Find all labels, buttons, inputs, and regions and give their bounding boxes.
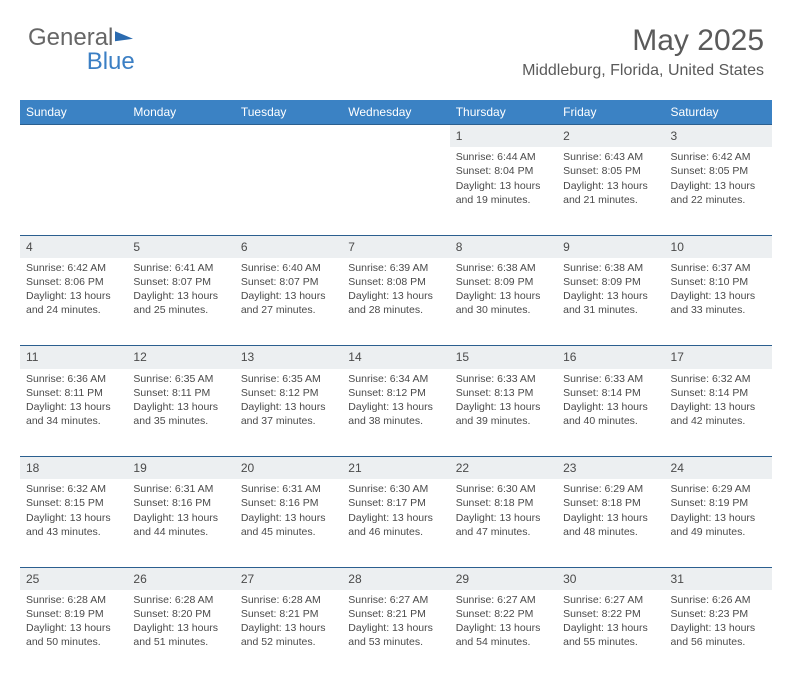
day-number-cell: 15 bbox=[450, 346, 557, 369]
daynum-row: 45678910 bbox=[20, 235, 772, 258]
day-detail-cell bbox=[342, 147, 449, 235]
day-detail-cell: Sunrise: 6:35 AMSunset: 8:12 PMDaylight:… bbox=[235, 369, 342, 457]
day-number-cell: 10 bbox=[665, 235, 772, 258]
day-detail-cell: Sunrise: 6:28 AMSunset: 8:19 PMDaylight:… bbox=[20, 590, 127, 678]
detail-row: Sunrise: 6:42 AMSunset: 8:06 PMDaylight:… bbox=[20, 258, 772, 346]
location: Middleburg, Florida, United States bbox=[522, 62, 764, 80]
day-number-cell: 5 bbox=[127, 235, 234, 258]
day-detail-cell: Sunrise: 6:27 AMSunset: 8:21 PMDaylight:… bbox=[342, 590, 449, 678]
day-detail-cell: Sunrise: 6:43 AMSunset: 8:05 PMDaylight:… bbox=[557, 147, 664, 235]
day-number-cell: 17 bbox=[665, 346, 772, 369]
logo-text-2: Blue bbox=[87, 48, 135, 76]
day-number-cell: 14 bbox=[342, 346, 449, 369]
day-detail-cell: Sunrise: 6:35 AMSunset: 8:11 PMDaylight:… bbox=[127, 369, 234, 457]
day-number-cell: 4 bbox=[20, 235, 127, 258]
day-detail-cell: Sunrise: 6:40 AMSunset: 8:07 PMDaylight:… bbox=[235, 258, 342, 346]
day-number-cell bbox=[20, 125, 127, 148]
daynum-row: 123 bbox=[20, 125, 772, 148]
day-number-cell: 16 bbox=[557, 346, 664, 369]
day-number-cell bbox=[235, 125, 342, 148]
logo-line2: Gene Blue bbox=[28, 48, 135, 76]
weekday-header: Monday bbox=[127, 100, 234, 125]
day-detail-cell: Sunrise: 6:30 AMSunset: 8:17 PMDaylight:… bbox=[342, 479, 449, 567]
day-number-cell: 25 bbox=[20, 567, 127, 590]
calendar-table: Sunday Monday Tuesday Wednesday Thursday… bbox=[20, 100, 772, 678]
day-number-cell: 12 bbox=[127, 346, 234, 369]
day-detail-cell: Sunrise: 6:39 AMSunset: 8:08 PMDaylight:… bbox=[342, 258, 449, 346]
day-detail-cell: Sunrise: 6:32 AMSunset: 8:14 PMDaylight:… bbox=[665, 369, 772, 457]
day-number-cell: 13 bbox=[235, 346, 342, 369]
day-number-cell: 19 bbox=[127, 457, 234, 480]
day-detail-cell: Sunrise: 6:38 AMSunset: 8:09 PMDaylight:… bbox=[557, 258, 664, 346]
logo-triangle-icon bbox=[115, 29, 133, 42]
day-detail-cell: Sunrise: 6:42 AMSunset: 8:06 PMDaylight:… bbox=[20, 258, 127, 346]
detail-row: Sunrise: 6:28 AMSunset: 8:19 PMDaylight:… bbox=[20, 590, 772, 678]
day-detail-cell: Sunrise: 6:27 AMSunset: 8:22 PMDaylight:… bbox=[557, 590, 664, 678]
month-title: May 2025 bbox=[522, 24, 764, 58]
day-detail-cell: Sunrise: 6:33 AMSunset: 8:13 PMDaylight:… bbox=[450, 369, 557, 457]
day-detail-cell: Sunrise: 6:32 AMSunset: 8:15 PMDaylight:… bbox=[20, 479, 127, 567]
calendar-body: 123Sunrise: 6:44 AMSunset: 8:04 PMDaylig… bbox=[20, 125, 772, 678]
day-number-cell: 27 bbox=[235, 567, 342, 590]
day-detail-cell: Sunrise: 6:30 AMSunset: 8:18 PMDaylight:… bbox=[450, 479, 557, 567]
day-number-cell: 1 bbox=[450, 125, 557, 148]
day-detail-cell: Sunrise: 6:29 AMSunset: 8:18 PMDaylight:… bbox=[557, 479, 664, 567]
day-number-cell: 18 bbox=[20, 457, 127, 480]
day-detail-cell: Sunrise: 6:41 AMSunset: 8:07 PMDaylight:… bbox=[127, 258, 234, 346]
weekday-header: Friday bbox=[557, 100, 664, 125]
day-number-cell: 3 bbox=[665, 125, 772, 148]
day-number-cell: 30 bbox=[557, 567, 664, 590]
detail-row: Sunrise: 6:32 AMSunset: 8:15 PMDaylight:… bbox=[20, 479, 772, 567]
daynum-row: 11121314151617 bbox=[20, 346, 772, 369]
day-detail-cell: Sunrise: 6:29 AMSunset: 8:19 PMDaylight:… bbox=[665, 479, 772, 567]
day-number-cell: 24 bbox=[665, 457, 772, 480]
weekday-header: Tuesday bbox=[235, 100, 342, 125]
day-detail-cell bbox=[20, 147, 127, 235]
day-number-cell: 2 bbox=[557, 125, 664, 148]
day-detail-cell: Sunrise: 6:28 AMSunset: 8:20 PMDaylight:… bbox=[127, 590, 234, 678]
day-number-cell: 21 bbox=[342, 457, 449, 480]
day-number-cell: 7 bbox=[342, 235, 449, 258]
weekday-header-row: Sunday Monday Tuesday Wednesday Thursday… bbox=[20, 100, 772, 125]
daynum-row: 25262728293031 bbox=[20, 567, 772, 590]
day-detail-cell: Sunrise: 6:31 AMSunset: 8:16 PMDaylight:… bbox=[235, 479, 342, 567]
day-detail-cell: Sunrise: 6:26 AMSunset: 8:23 PMDaylight:… bbox=[665, 590, 772, 678]
day-number-cell: 6 bbox=[235, 235, 342, 258]
day-detail-cell: Sunrise: 6:42 AMSunset: 8:05 PMDaylight:… bbox=[665, 147, 772, 235]
weekday-header: Thursday bbox=[450, 100, 557, 125]
day-detail-cell: Sunrise: 6:38 AMSunset: 8:09 PMDaylight:… bbox=[450, 258, 557, 346]
day-number-cell: 29 bbox=[450, 567, 557, 590]
day-number-cell: 8 bbox=[450, 235, 557, 258]
day-detail-cell: Sunrise: 6:28 AMSunset: 8:21 PMDaylight:… bbox=[235, 590, 342, 678]
day-number-cell: 20 bbox=[235, 457, 342, 480]
weekday-header: Saturday bbox=[665, 100, 772, 125]
day-detail-cell: Sunrise: 6:31 AMSunset: 8:16 PMDaylight:… bbox=[127, 479, 234, 567]
detail-row: Sunrise: 6:44 AMSunset: 8:04 PMDaylight:… bbox=[20, 147, 772, 235]
weekday-header: Wednesday bbox=[342, 100, 449, 125]
day-number-cell bbox=[127, 125, 234, 148]
day-detail-cell: Sunrise: 6:37 AMSunset: 8:10 PMDaylight:… bbox=[665, 258, 772, 346]
day-detail-cell: Sunrise: 6:36 AMSunset: 8:11 PMDaylight:… bbox=[20, 369, 127, 457]
day-detail-cell: Sunrise: 6:27 AMSunset: 8:22 PMDaylight:… bbox=[450, 590, 557, 678]
day-number-cell: 22 bbox=[450, 457, 557, 480]
day-detail-cell: Sunrise: 6:44 AMSunset: 8:04 PMDaylight:… bbox=[450, 147, 557, 235]
day-number-cell: 28 bbox=[342, 567, 449, 590]
detail-row: Sunrise: 6:36 AMSunset: 8:11 PMDaylight:… bbox=[20, 369, 772, 457]
day-number-cell: 26 bbox=[127, 567, 234, 590]
day-detail-cell: Sunrise: 6:33 AMSunset: 8:14 PMDaylight:… bbox=[557, 369, 664, 457]
day-number-cell: 23 bbox=[557, 457, 664, 480]
day-detail-cell bbox=[235, 147, 342, 235]
day-number-cell: 31 bbox=[665, 567, 772, 590]
day-number-cell: 9 bbox=[557, 235, 664, 258]
day-number-cell: 11 bbox=[20, 346, 127, 369]
day-detail-cell bbox=[127, 147, 234, 235]
title-block: May 2025 Middleburg, Florida, United Sta… bbox=[522, 24, 764, 80]
day-detail-cell: Sunrise: 6:34 AMSunset: 8:12 PMDaylight:… bbox=[342, 369, 449, 457]
weekday-header: Sunday bbox=[20, 100, 127, 125]
daynum-row: 18192021222324 bbox=[20, 457, 772, 480]
day-number-cell bbox=[342, 125, 449, 148]
